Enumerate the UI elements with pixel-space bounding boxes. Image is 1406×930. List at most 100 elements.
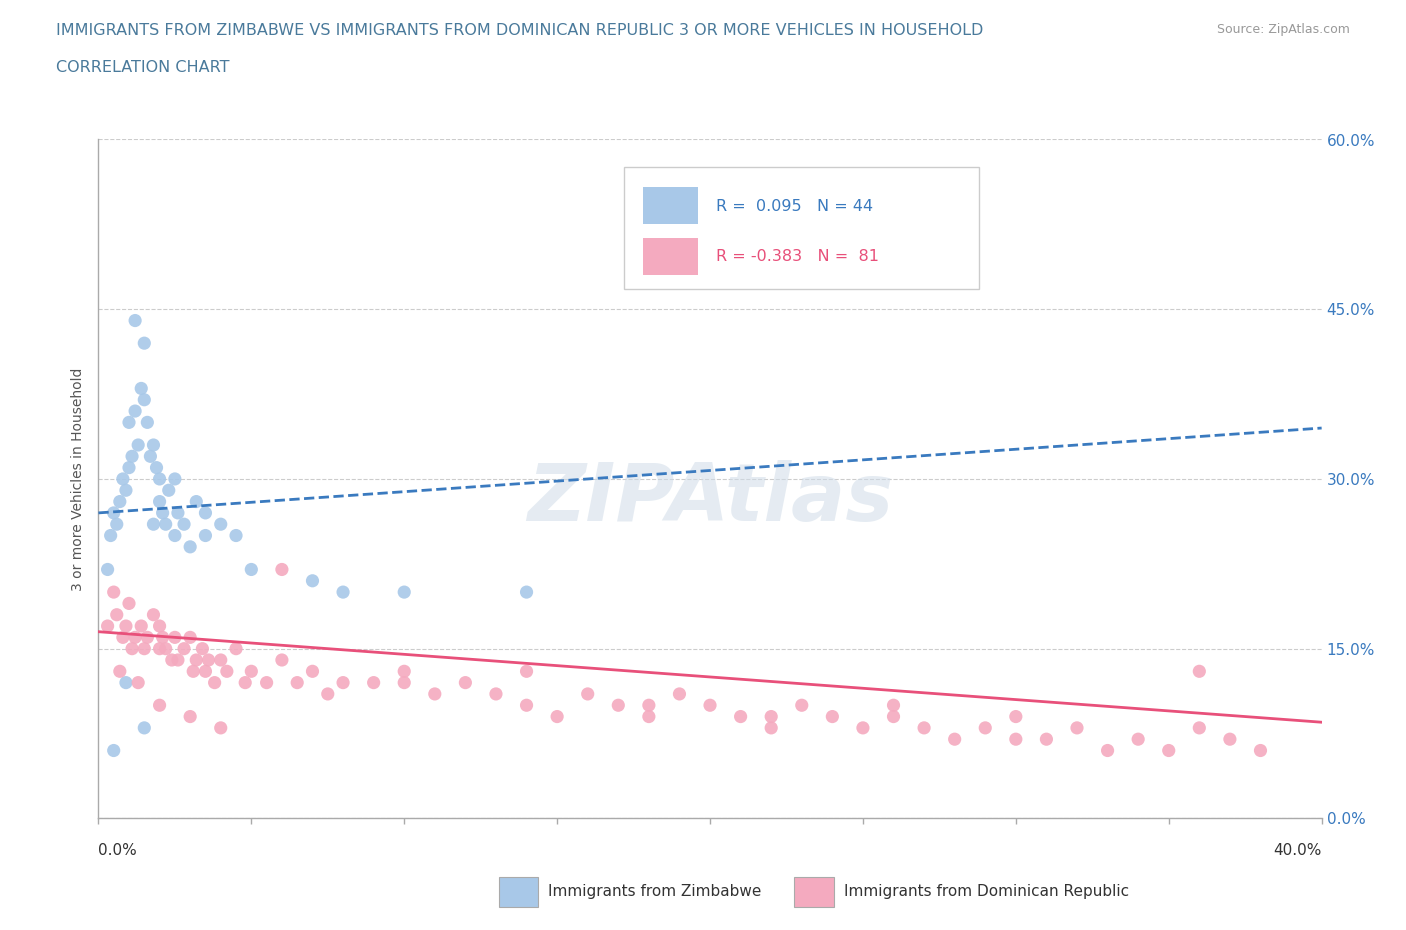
Text: R =  0.095   N = 44: R = 0.095 N = 44 [716,198,873,214]
Point [149,494,172,509]
Point [301,573,323,589]
Point [943,732,966,747]
Point [852,721,875,736]
Point [142,607,165,622]
Point [134,392,156,407]
Point [173,517,195,532]
Point [1128,732,1150,747]
Point [225,528,247,543]
Point [100,528,122,543]
Point [173,642,195,657]
Point [194,528,217,543]
Point [167,506,190,521]
Point [142,517,165,532]
Point [155,642,177,657]
Point [163,472,186,486]
Point [127,438,149,453]
Point [1035,732,1057,747]
Point [1004,732,1026,747]
Point [194,664,217,679]
Point [124,313,146,328]
Point [197,653,219,668]
Point [516,585,538,600]
Point [1188,664,1211,679]
Point [209,653,232,668]
Point [111,472,134,486]
Text: Immigrants from Dominican Republic: Immigrants from Dominican Republic [844,884,1129,899]
Point [136,415,159,430]
Point [155,517,177,532]
Point [181,664,204,679]
Point [576,686,599,701]
Point [157,483,180,498]
Point [1097,743,1119,758]
Point [115,618,138,633]
Point [149,642,172,657]
Point [134,336,156,351]
Point [149,618,172,633]
Point [699,698,721,712]
Point [821,710,844,724]
Point [316,686,339,701]
Point [332,675,354,690]
Point [1219,732,1241,747]
Point [204,675,226,690]
Point [121,449,143,464]
FancyBboxPatch shape [624,166,979,289]
Text: 40.0%: 40.0% [1274,844,1322,858]
Point [160,653,183,668]
Point [225,642,247,657]
Point [790,698,813,712]
Text: ZIPAtlas: ZIPAtlas [527,460,893,538]
Point [152,506,174,521]
Point [1066,721,1088,736]
Point [1004,710,1026,724]
Point [209,517,232,532]
Point [638,710,661,724]
Point [152,630,174,644]
Point [129,618,152,633]
Point [179,710,201,724]
Point [105,607,128,622]
Point [129,381,152,396]
Y-axis label: 3 or more Vehicles in Household: 3 or more Vehicles in Household [72,367,86,591]
Point [118,460,141,475]
Point [392,585,416,600]
Point [761,710,783,724]
Text: 0.0%: 0.0% [98,844,138,858]
Point [1250,743,1272,758]
Point [240,664,263,679]
Point [761,721,783,736]
Point [516,698,538,712]
Point [194,506,217,521]
Point [191,642,214,657]
Point [121,642,143,657]
Point [215,664,238,679]
Point [134,721,156,736]
Point [115,483,138,498]
Point [163,528,186,543]
Point [127,675,149,690]
Point [111,630,134,644]
Point [233,675,256,690]
Point [638,698,661,712]
Text: CORRELATION CHART: CORRELATION CHART [56,60,229,75]
Text: R = -0.383   N =  81: R = -0.383 N = 81 [716,249,879,264]
Point [108,494,131,509]
Point [1157,743,1180,758]
Point [454,675,477,690]
Text: Source: ZipAtlas.com: Source: ZipAtlas.com [1216,23,1350,36]
Point [149,698,172,712]
Point [883,698,905,712]
Point [240,562,263,577]
Point [97,618,120,633]
Point [103,743,125,758]
Point [912,721,935,736]
Point [108,664,131,679]
Point [256,675,278,690]
Point [392,664,416,679]
Point [124,630,146,644]
Point [607,698,630,712]
Point [301,664,323,679]
Point [285,675,308,690]
